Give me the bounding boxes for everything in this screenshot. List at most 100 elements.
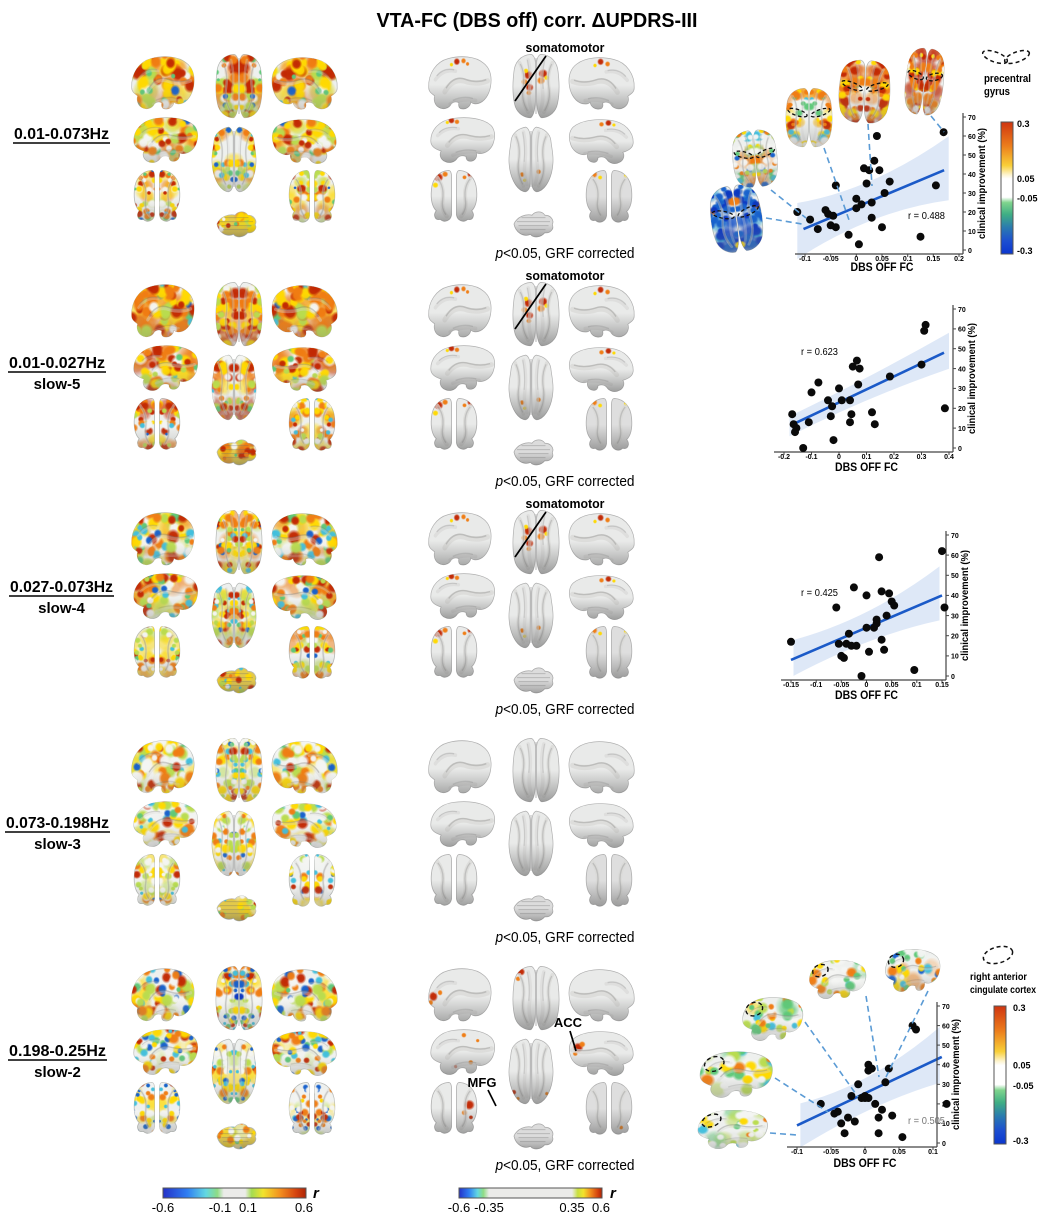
svg-text:0.6: 0.6 xyxy=(592,1200,610,1215)
svg-text:0.027-0.073Hz: 0.027-0.073Hz xyxy=(10,579,113,596)
svg-text:-0.05: -0.05 xyxy=(1013,1081,1034,1091)
svg-text:40: 40 xyxy=(942,1063,950,1070)
svg-text:cingulate cortex: cingulate cortex xyxy=(970,985,1036,996)
svg-text:10: 10 xyxy=(942,1121,950,1128)
svg-text:-0.35: -0.35 xyxy=(474,1200,504,1215)
svg-text:20: 20 xyxy=(968,210,976,217)
svg-text:30: 30 xyxy=(951,613,959,620)
svg-text:DBS OFF FC: DBS OFF FC xyxy=(835,688,898,702)
svg-text:-0.1: -0.1 xyxy=(209,1200,231,1215)
svg-text:-0.6: -0.6 xyxy=(448,1200,470,1215)
svg-text:0.2: 0.2 xyxy=(889,454,899,461)
svg-text:70: 70 xyxy=(942,1004,950,1011)
svg-text:somatomotor: somatomotor xyxy=(526,268,605,283)
svg-text:-0.2: -0.2 xyxy=(778,454,790,461)
svg-text:-0.1: -0.1 xyxy=(799,256,811,263)
svg-text:MFG: MFG xyxy=(468,1075,497,1090)
svg-text:somatomotor: somatomotor xyxy=(526,496,605,511)
svg-text:0.05: 0.05 xyxy=(875,256,889,263)
svg-text:0.1: 0.1 xyxy=(912,682,922,689)
svg-text:slow-2: slow-2 xyxy=(34,1064,81,1081)
svg-text:-0.1: -0.1 xyxy=(791,1149,803,1156)
svg-text:0: 0 xyxy=(958,446,962,453)
svg-text:r: r xyxy=(313,1185,320,1202)
svg-text:0: 0 xyxy=(951,674,955,681)
svg-text:50: 50 xyxy=(951,573,959,580)
svg-text:0.05: 0.05 xyxy=(1017,174,1035,184)
svg-text:0.073-0.198Hz: 0.073-0.198Hz xyxy=(6,815,109,832)
svg-text:0.1: 0.1 xyxy=(903,256,913,263)
svg-text:-0.15: -0.15 xyxy=(783,682,799,689)
svg-text:-0.3: -0.3 xyxy=(1017,246,1033,256)
svg-text:0: 0 xyxy=(968,248,972,255)
svg-text:70: 70 xyxy=(968,115,976,122)
svg-text:60: 60 xyxy=(942,1023,950,1030)
svg-text:0.01-0.073Hz: 0.01-0.073Hz xyxy=(14,126,109,143)
svg-text:r: r xyxy=(610,1185,617,1202)
svg-text:0.15: 0.15 xyxy=(935,682,949,689)
svg-text:DBS OFF FC: DBS OFF FC xyxy=(834,1156,897,1170)
svg-text:50: 50 xyxy=(942,1043,950,1050)
svg-text:0: 0 xyxy=(865,682,869,689)
svg-text:0.3: 0.3 xyxy=(1013,1003,1026,1013)
svg-text:0.1: 0.1 xyxy=(239,1200,257,1215)
svg-text:0.01-0.027Hz: 0.01-0.027Hz xyxy=(9,355,105,372)
svg-text:-0.05: -0.05 xyxy=(823,1149,839,1156)
svg-text:0: 0 xyxy=(854,256,858,263)
svg-text:0.15: 0.15 xyxy=(926,256,940,263)
svg-text:p<0.05, GRF corrected: p<0.05, GRF corrected xyxy=(495,245,635,262)
svg-text:10: 10 xyxy=(951,654,959,661)
svg-text:right anterior: right anterior xyxy=(970,972,1027,983)
svg-text:60: 60 xyxy=(951,553,959,560)
svg-text:gyrus: gyrus xyxy=(984,86,1010,98)
svg-text:p<0.05, GRF corrected: p<0.05, GRF corrected xyxy=(495,473,635,490)
svg-text:10: 10 xyxy=(958,426,966,433)
svg-text:50: 50 xyxy=(958,347,966,354)
svg-text:10: 10 xyxy=(968,229,976,236)
svg-text:-0.1: -0.1 xyxy=(810,682,822,689)
svg-text:0.2: 0.2 xyxy=(954,256,964,263)
svg-text:30: 30 xyxy=(968,191,976,198)
svg-text:-0.05: -0.05 xyxy=(1017,194,1038,204)
svg-text:slow-3: slow-3 xyxy=(34,836,81,853)
svg-text:VTA-FC (DBS off) corr. ΔUPDRS-: VTA-FC (DBS off) corr. ΔUPDRS-III xyxy=(377,10,698,32)
svg-text:p<0.05, GRF corrected: p<0.05, GRF corrected xyxy=(495,701,635,718)
svg-text:60: 60 xyxy=(968,134,976,141)
svg-text:-0.3: -0.3 xyxy=(1013,1136,1029,1146)
svg-text:20: 20 xyxy=(951,634,959,641)
svg-text:30: 30 xyxy=(958,386,966,393)
svg-text:-0.6: -0.6 xyxy=(152,1200,174,1215)
svg-text:-0.1: -0.1 xyxy=(805,454,817,461)
svg-text:-0.05: -0.05 xyxy=(823,256,839,263)
svg-text:0.05: 0.05 xyxy=(892,1149,906,1156)
svg-text:clinical improvement (%): clinical improvement (%) xyxy=(967,323,978,434)
svg-text:clinical improvement (%): clinical improvement (%) xyxy=(960,550,971,661)
svg-text:r = 0.505: r = 0.505 xyxy=(908,1116,945,1127)
svg-text:ACC: ACC xyxy=(554,1015,583,1030)
svg-text:0.3: 0.3 xyxy=(917,454,927,461)
svg-text:30: 30 xyxy=(942,1082,950,1089)
svg-text:p<0.05, GRF corrected: p<0.05, GRF corrected xyxy=(495,1157,635,1174)
svg-text:50: 50 xyxy=(968,153,976,160)
svg-text:40: 40 xyxy=(951,593,959,600)
svg-text:0.1: 0.1 xyxy=(862,454,872,461)
svg-text:0: 0 xyxy=(837,454,841,461)
svg-text:somatomotor: somatomotor xyxy=(526,40,605,55)
svg-text:r = 0.488: r = 0.488 xyxy=(908,211,945,222)
svg-text:70: 70 xyxy=(951,533,959,540)
svg-text:clinical improvement (%): clinical improvement (%) xyxy=(977,128,988,239)
svg-text:60: 60 xyxy=(958,327,966,334)
svg-text:clinical improvement (%): clinical improvement (%) xyxy=(951,1019,962,1130)
svg-text:40: 40 xyxy=(958,366,966,373)
svg-text:-0.05: -0.05 xyxy=(833,682,849,689)
svg-text:r = 0.425: r = 0.425 xyxy=(801,588,838,599)
svg-text:0.1: 0.1 xyxy=(928,1149,938,1156)
svg-text:0: 0 xyxy=(863,1149,867,1156)
svg-text:0.198-0.25Hz: 0.198-0.25Hz xyxy=(9,1043,106,1060)
svg-text:0.05: 0.05 xyxy=(885,682,899,689)
svg-text:precentral: precentral xyxy=(984,73,1031,85)
svg-text:0.4: 0.4 xyxy=(944,454,954,461)
svg-text:slow-4: slow-4 xyxy=(38,600,85,617)
svg-text:40: 40 xyxy=(968,172,976,179)
svg-text:0.35: 0.35 xyxy=(559,1200,584,1215)
